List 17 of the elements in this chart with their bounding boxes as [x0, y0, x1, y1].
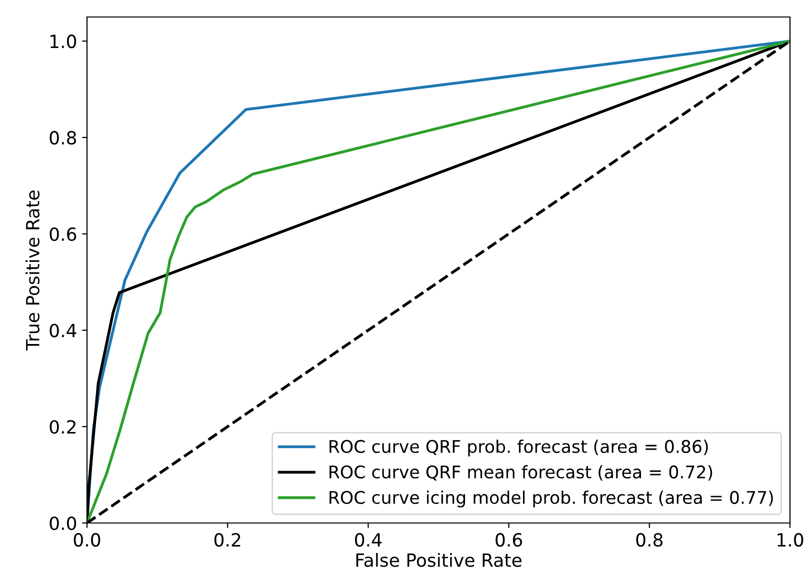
- x-tick-label: 0.4: [355, 533, 382, 547]
- x-tick-label: 0.0: [74, 533, 100, 547]
- y-tick-label: 1.0: [50, 34, 76, 48]
- x-tick-label: 0.2: [214, 533, 240, 547]
- y-tick-label: 0.2: [50, 420, 76, 434]
- x-axis-title: False Positive Rate: [356, 552, 522, 567]
- x-tick-label: 1.0: [778, 533, 804, 547]
- legend-label: ROC curve QRF prob. forecast (area = 0.86): [330, 440, 708, 456]
- y-tick-label: 0.6: [50, 227, 76, 241]
- legend-label: ROC curve QRF mean forecast (area = 0.72): [330, 465, 712, 481]
- x-tick-label: 0.6: [496, 533, 522, 547]
- y-tick-label: 0.4: [50, 324, 76, 338]
- y-tick-label: 0.0: [50, 516, 76, 530]
- x-tick-label: 0.8: [636, 533, 663, 547]
- legend-label: ROC curve icing model prob. forecast (area = 0.77): [330, 490, 773, 508]
- y-tick-label: 0.8: [50, 130, 76, 145]
- y-axis-title: True Positive Rate: [26, 190, 40, 350]
